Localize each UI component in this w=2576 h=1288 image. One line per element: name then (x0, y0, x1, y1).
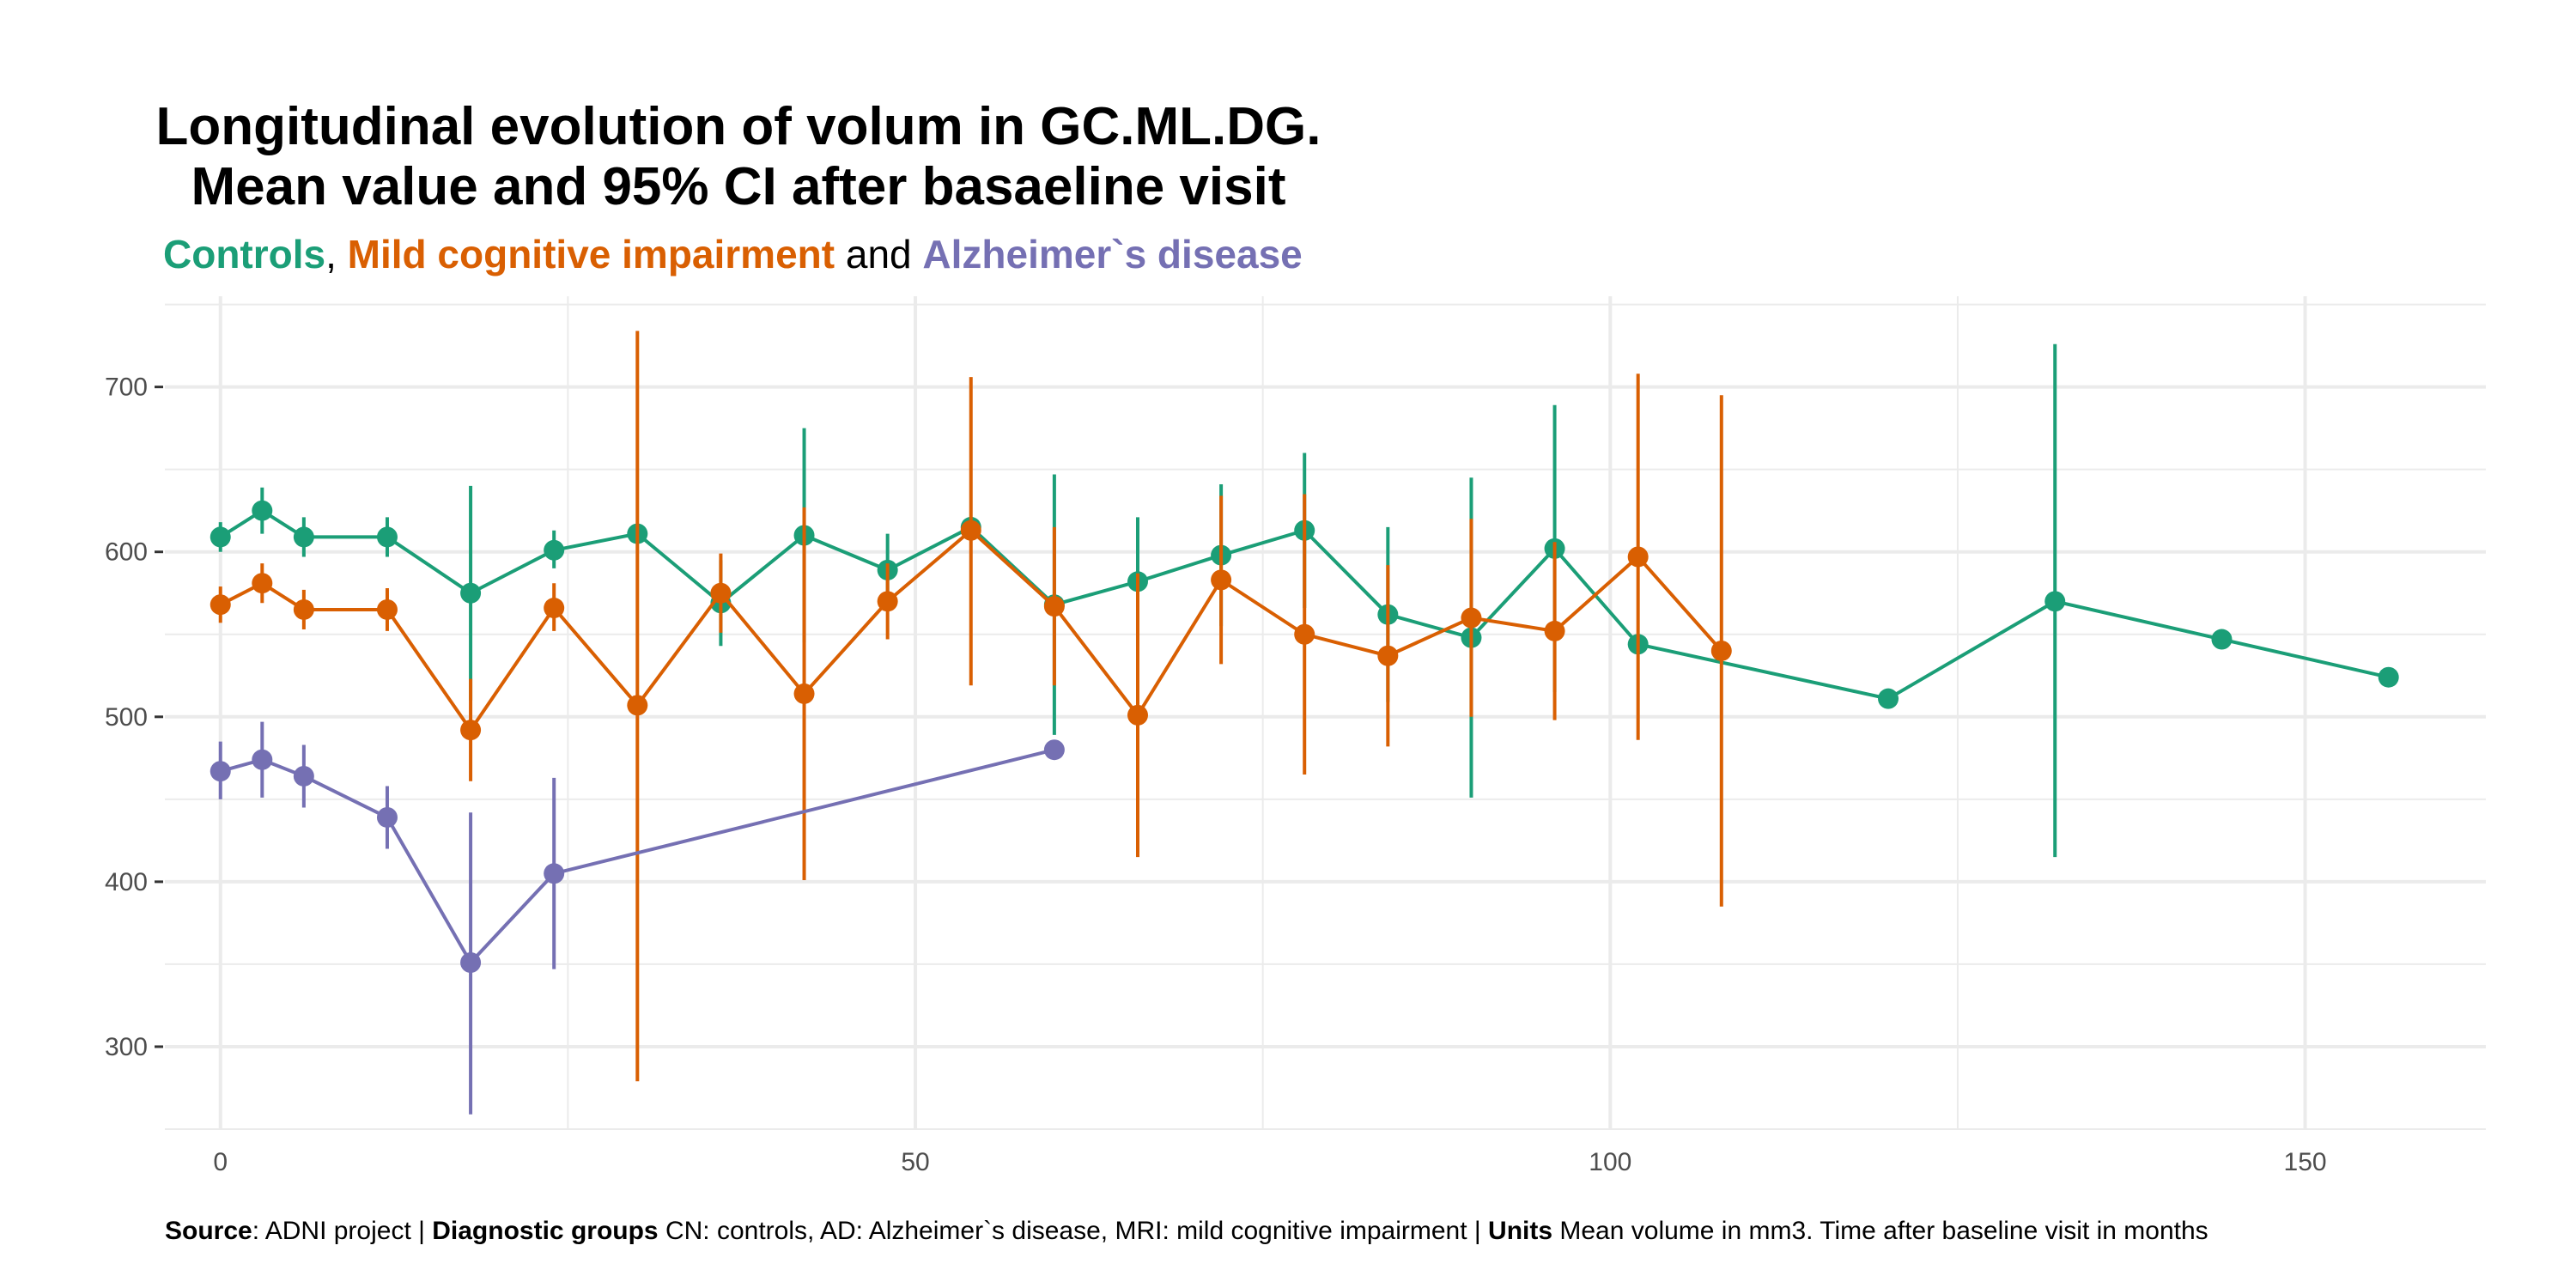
mci-point (1627, 546, 1649, 568)
subtitle-mci: Mild cognitive impairment (348, 232, 835, 276)
mci-point (210, 594, 231, 616)
controls-point (1878, 688, 1899, 709)
grid-layer (165, 296, 2486, 1130)
x-tick-label: 150 (2284, 1148, 2327, 1176)
caption-bold-segment: Source (165, 1217, 252, 1245)
caption-segment: CN: controls, AD: Alzheimer`s disease, M… (659, 1217, 1488, 1245)
axis-labels: 0 50 100 150 300 400 500 600 700 (105, 374, 2327, 1176)
chart-subtitle: Controls, Mild cognitive impairment and … (163, 232, 1303, 276)
ad-point (544, 863, 565, 884)
ad-point (1043, 739, 1065, 761)
mci-point (1043, 596, 1065, 617)
mci-point (1377, 645, 1399, 666)
x-tick-label: 0 (213, 1148, 228, 1176)
ad-point (376, 806, 398, 828)
caption-bold-segment: Units (1488, 1217, 1552, 1245)
chart-caption: Source: ADNI project | Diagnostic groups… (165, 1217, 2208, 1245)
caption-segment: Mean volume in mm3. Time after baseline … (1552, 1217, 2208, 1245)
ad-point (252, 749, 273, 770)
subtitle-ad: Alzheimer`s disease (922, 232, 1302, 276)
caption-bold-segment: Diagnostic groups (432, 1217, 658, 1245)
mci-point (544, 598, 565, 619)
ad-point (293, 765, 314, 787)
controls-point (2211, 629, 2233, 650)
chart-header: Longitudinal evolution of volum in GC.ML… (156, 97, 1321, 276)
caption-segment: : ADNI project | (252, 1217, 433, 1245)
mci-point (1544, 620, 1565, 641)
y-tick-label: 500 (105, 703, 148, 732)
controls-point (210, 526, 231, 548)
ad-point (460, 952, 482, 973)
mci-line (219, 528, 1723, 732)
controls-point (252, 500, 273, 521)
mci-point (793, 683, 815, 704)
controls-point (2378, 666, 2399, 688)
mci-point (1710, 640, 1732, 661)
controls-point (2044, 591, 2066, 612)
subtitle-separator: , (325, 232, 348, 276)
mci-point (293, 598, 314, 620)
x-tick-label: 100 (1589, 1148, 1631, 1176)
subtitle-controls: Controls (163, 232, 325, 276)
mci-point (877, 591, 898, 612)
mci-point (1294, 623, 1315, 645)
mci-point (1211, 569, 1232, 591)
y-tick-label: 300 (105, 1033, 148, 1061)
subtitle-and: and (835, 232, 922, 276)
y-tick-label: 400 (105, 868, 148, 896)
controls-point (293, 526, 314, 548)
mci-point (1461, 607, 1482, 629)
y-tick-label: 700 (105, 374, 148, 402)
series-layer (210, 331, 2399, 1115)
mci-point (1127, 704, 1148, 726)
x-tick-label: 50 (901, 1148, 929, 1176)
ad-series (210, 721, 1065, 1115)
mci-point (627, 695, 648, 716)
ad-point (210, 761, 231, 782)
mci-point (376, 598, 398, 620)
mci-point (252, 573, 273, 594)
controls-point (460, 582, 482, 604)
mci-point (710, 582, 732, 604)
controls-point (376, 526, 398, 548)
mci-point (960, 519, 981, 541)
y-tick-label: 600 (105, 538, 148, 567)
chart-title-line-1: Longitudinal evolution of volum in GC.ML… (156, 97, 1321, 156)
controls-point (544, 539, 565, 561)
mci-point (460, 720, 482, 741)
chart-title-line-2: Mean value and 95% CI after basaeline vi… (191, 157, 1286, 216)
mci-series (210, 331, 1732, 1082)
